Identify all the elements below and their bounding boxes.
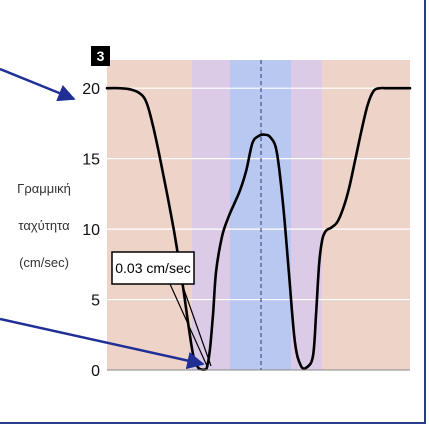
velocity-curve [105, 86, 412, 372]
phase-band [291, 60, 322, 370]
arrow-to-peak [0, 67, 76, 102]
y-axis-label-line-2: ταχύτητα [18, 218, 70, 233]
y-tick-label: 15 [82, 152, 100, 169]
phase-band [107, 60, 192, 370]
y-tick-label: 20 [82, 81, 100, 98]
y-tick-label: 10 [82, 222, 100, 239]
y-tick-label: 0 [91, 363, 100, 380]
panel-label-box [91, 46, 110, 66]
y-tick-label: 5 [91, 293, 100, 310]
panel-label: 3 [97, 48, 105, 64]
annotation-text: 0.03 cm/sec [115, 260, 190, 276]
y-axis-label-line-3: (cm/sec) [19, 255, 69, 270]
phase-band [192, 60, 230, 370]
phase-regions [107, 60, 410, 370]
annotation-box [111, 251, 195, 285]
arrow-to-minimum [0, 317, 205, 370]
y-axis-label-line-1: Γραμμική [17, 181, 71, 196]
y-tick-labels: 0 5 10 15 20 [82, 81, 100, 380]
annotation-pointer-right [181, 283, 212, 367]
gridlines [107, 87, 410, 301]
